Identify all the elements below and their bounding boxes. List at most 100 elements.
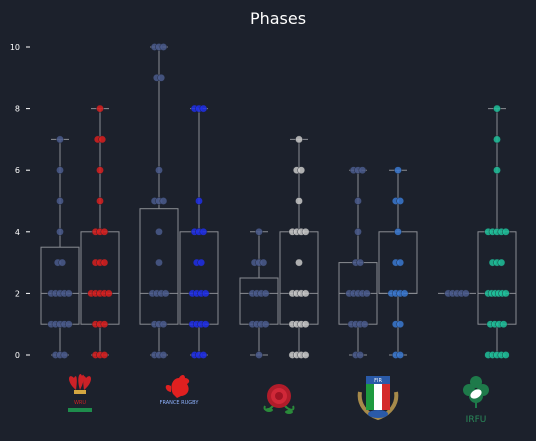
y-tick-label: 8	[15, 105, 20, 114]
data-point	[199, 227, 208, 236]
data-point	[261, 289, 270, 298]
data-point	[100, 258, 109, 267]
box-iqr	[279, 231, 319, 325]
y-tick-label: 4	[15, 228, 20, 237]
data-point	[295, 258, 303, 267]
france-rooster-logo: FRANCE RUGBY	[160, 375, 200, 406]
team-group	[338, 166, 418, 359]
data-point	[161, 289, 170, 298]
y-tick-label: 0	[15, 351, 20, 360]
data-point	[56, 197, 64, 205]
data-point	[56, 135, 64, 144]
data-point	[159, 43, 168, 51]
y-tick-label: 10	[10, 43, 20, 52]
data-point	[394, 227, 402, 236]
data-point	[400, 289, 409, 298]
y-tick-label: 2	[15, 289, 20, 298]
data-point	[157, 74, 165, 82]
data-point	[354, 197, 362, 205]
wales-logo-text: WRU	[74, 400, 86, 406]
data-point	[501, 227, 510, 236]
data-point	[197, 258, 205, 267]
data-point	[354, 227, 362, 236]
team-logos: WRU FRANCE RUGBY FIR	[68, 373, 489, 425]
data-point	[493, 166, 501, 174]
y-axis: 0 2 4 6 8 10	[10, 43, 30, 360]
data-point	[497, 258, 506, 267]
data-point	[261, 320, 270, 329]
data-point	[199, 104, 208, 113]
data-point	[100, 320, 109, 329]
data-point	[297, 166, 306, 174]
data-point	[100, 351, 109, 359]
chart-title: Phases	[250, 9, 306, 28]
data-point	[356, 258, 365, 267]
data-point	[493, 104, 501, 113]
ireland-logo-text: IRFU	[466, 415, 487, 425]
data-point	[501, 289, 510, 298]
data-point	[201, 289, 210, 298]
data-point	[396, 351, 405, 359]
data-point	[396, 320, 405, 329]
box-iqr	[477, 231, 517, 325]
plot-area	[40, 43, 517, 359]
data-point	[159, 197, 168, 205]
data-point	[461, 289, 470, 298]
england-rose-logo	[263, 384, 295, 414]
data-point	[195, 197, 203, 205]
data-point	[301, 289, 310, 298]
data-point	[394, 166, 402, 174]
data-point	[155, 166, 163, 174]
data-point	[159, 320, 168, 329]
team-group	[40, 104, 120, 359]
wales-feathers-logo: WRU	[68, 373, 92, 412]
data-point	[360, 320, 369, 329]
data-point	[295, 135, 303, 144]
data-point	[501, 351, 510, 359]
data-point	[396, 258, 405, 267]
italy-logo-text: FIR	[374, 378, 382, 384]
data-point	[301, 227, 310, 236]
france-logo-text: FRANCE RUGBY	[160, 400, 200, 406]
data-point	[96, 166, 104, 174]
data-point	[60, 351, 69, 359]
data-point	[259, 258, 268, 267]
italy-fir-logo: FIR	[357, 376, 399, 421]
y-tick-label: 6	[15, 166, 20, 175]
box-iqr	[239, 277, 279, 325]
box-iqr	[40, 246, 80, 325]
data-point	[358, 166, 367, 174]
data-point	[255, 351, 263, 359]
team-group	[438, 104, 517, 359]
data-point	[201, 320, 210, 329]
data-point	[301, 351, 310, 359]
data-point	[96, 197, 104, 205]
data-point	[105, 289, 113, 298]
data-point	[58, 258, 67, 267]
data-point	[499, 320, 508, 329]
box-iqr	[179, 231, 219, 325]
ireland-shamrock-logo: IRFU	[463, 376, 489, 425]
data-point	[199, 351, 208, 359]
data-point	[65, 289, 73, 298]
data-point	[56, 227, 64, 236]
data-point	[155, 227, 163, 236]
data-point	[295, 197, 303, 205]
team-group	[139, 43, 219, 359]
box-iqr	[80, 231, 120, 325]
team-group	[239, 135, 319, 359]
data-point	[100, 227, 109, 236]
data-point	[301, 320, 310, 329]
data-point	[493, 135, 501, 144]
box-iqr	[139, 208, 179, 325]
data-point	[396, 197, 405, 205]
data-point	[255, 227, 263, 236]
data-point	[56, 166, 64, 174]
data-point	[155, 258, 163, 267]
data-point	[159, 351, 168, 359]
data-point	[98, 135, 106, 144]
data-point	[362, 289, 371, 298]
data-point	[96, 104, 104, 113]
data-point	[65, 320, 73, 329]
